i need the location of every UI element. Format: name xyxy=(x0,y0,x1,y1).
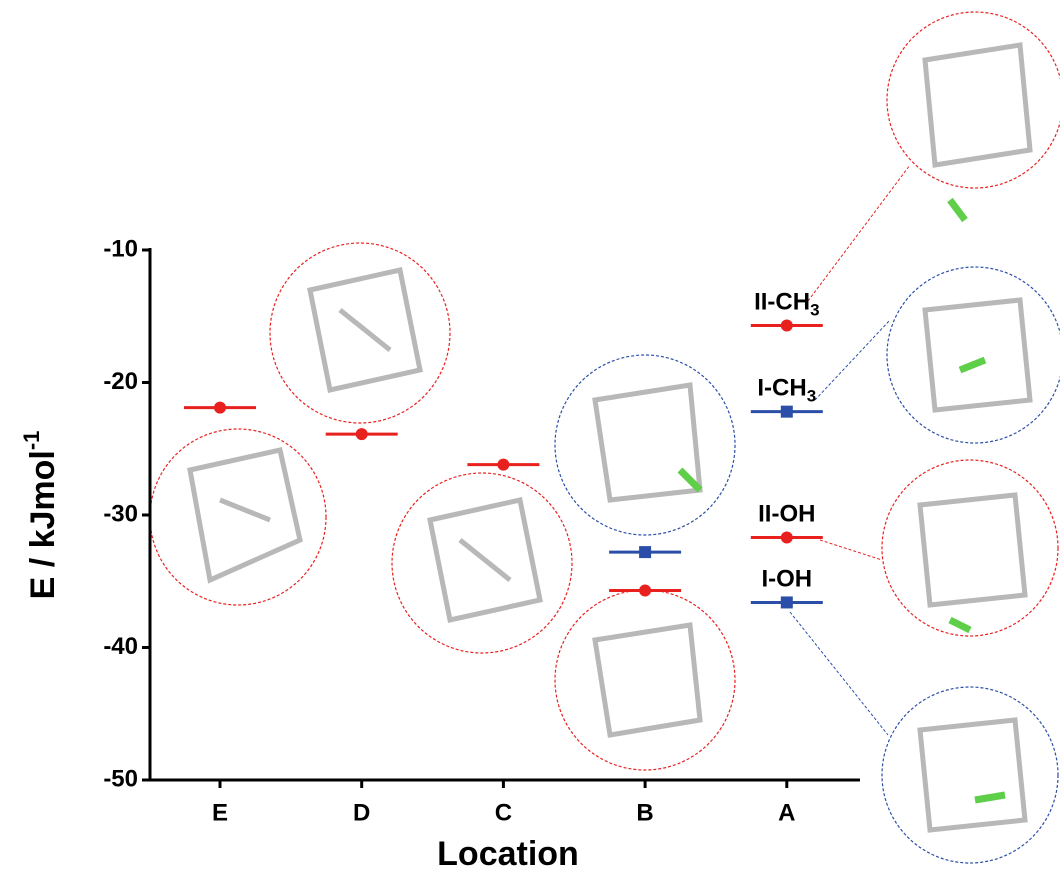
level-label: I-CH3 xyxy=(757,375,816,406)
level-marker xyxy=(497,458,510,471)
x-tick-label: D xyxy=(353,799,370,826)
ring xyxy=(886,266,1060,444)
ring xyxy=(886,11,1060,189)
level-marker xyxy=(780,405,793,418)
x-tick-label: C xyxy=(495,799,512,826)
y-tick-label: -30 xyxy=(103,500,138,527)
ring xyxy=(554,589,736,771)
x-tick-label: E xyxy=(212,799,228,826)
ring xyxy=(149,428,327,606)
y-axis-title-sup: -1 xyxy=(19,431,44,451)
level-label: II-CH3 xyxy=(754,289,819,320)
molecule xyxy=(187,447,303,584)
molecule xyxy=(917,492,1028,608)
molecule xyxy=(917,717,1028,833)
level-label-text: II-CH xyxy=(754,289,810,316)
structure-rings xyxy=(149,11,1060,864)
connector xyxy=(789,611,889,736)
level-label-sub: 3 xyxy=(807,387,816,406)
molecule xyxy=(922,42,1033,168)
molecule xyxy=(592,622,703,738)
x-tick-label: A xyxy=(778,799,795,826)
y-tick-label: -10 xyxy=(103,235,138,262)
y-axis-title: E / kJmol-1 xyxy=(19,431,62,600)
y-tick-label: -20 xyxy=(103,368,138,395)
level-label-text: I-CH xyxy=(757,375,806,402)
y-tick-label: -50 xyxy=(103,765,138,792)
y-axis-title-text: E / kJmol xyxy=(24,450,62,599)
level-label-text: I-OH xyxy=(761,566,812,593)
ring xyxy=(269,242,451,424)
level-marker xyxy=(780,319,793,332)
level-marker xyxy=(214,401,226,414)
level-label: I-OH xyxy=(761,566,812,593)
level-label-text: II-OH xyxy=(758,501,815,528)
level-marker xyxy=(780,531,793,544)
level-marker xyxy=(780,596,793,609)
ring xyxy=(554,354,736,536)
molecule xyxy=(592,382,703,503)
x-tick-label: B xyxy=(636,799,653,826)
molecule xyxy=(922,297,1033,413)
level-marker xyxy=(639,584,652,597)
ring xyxy=(881,459,1059,637)
y-tick-label: -40 xyxy=(103,633,138,660)
guest xyxy=(677,197,1006,804)
molecule xyxy=(427,497,543,623)
connector xyxy=(819,539,883,561)
x-axis-title: Location xyxy=(437,835,579,873)
level-label-sub: 3 xyxy=(810,301,819,320)
level-marker xyxy=(639,546,652,559)
molecule xyxy=(307,267,423,393)
connector xyxy=(814,319,891,401)
connector xyxy=(804,164,911,306)
ring xyxy=(881,686,1059,864)
ring xyxy=(391,472,573,654)
level-label: II-OH xyxy=(758,501,815,528)
level-marker xyxy=(355,428,368,441)
